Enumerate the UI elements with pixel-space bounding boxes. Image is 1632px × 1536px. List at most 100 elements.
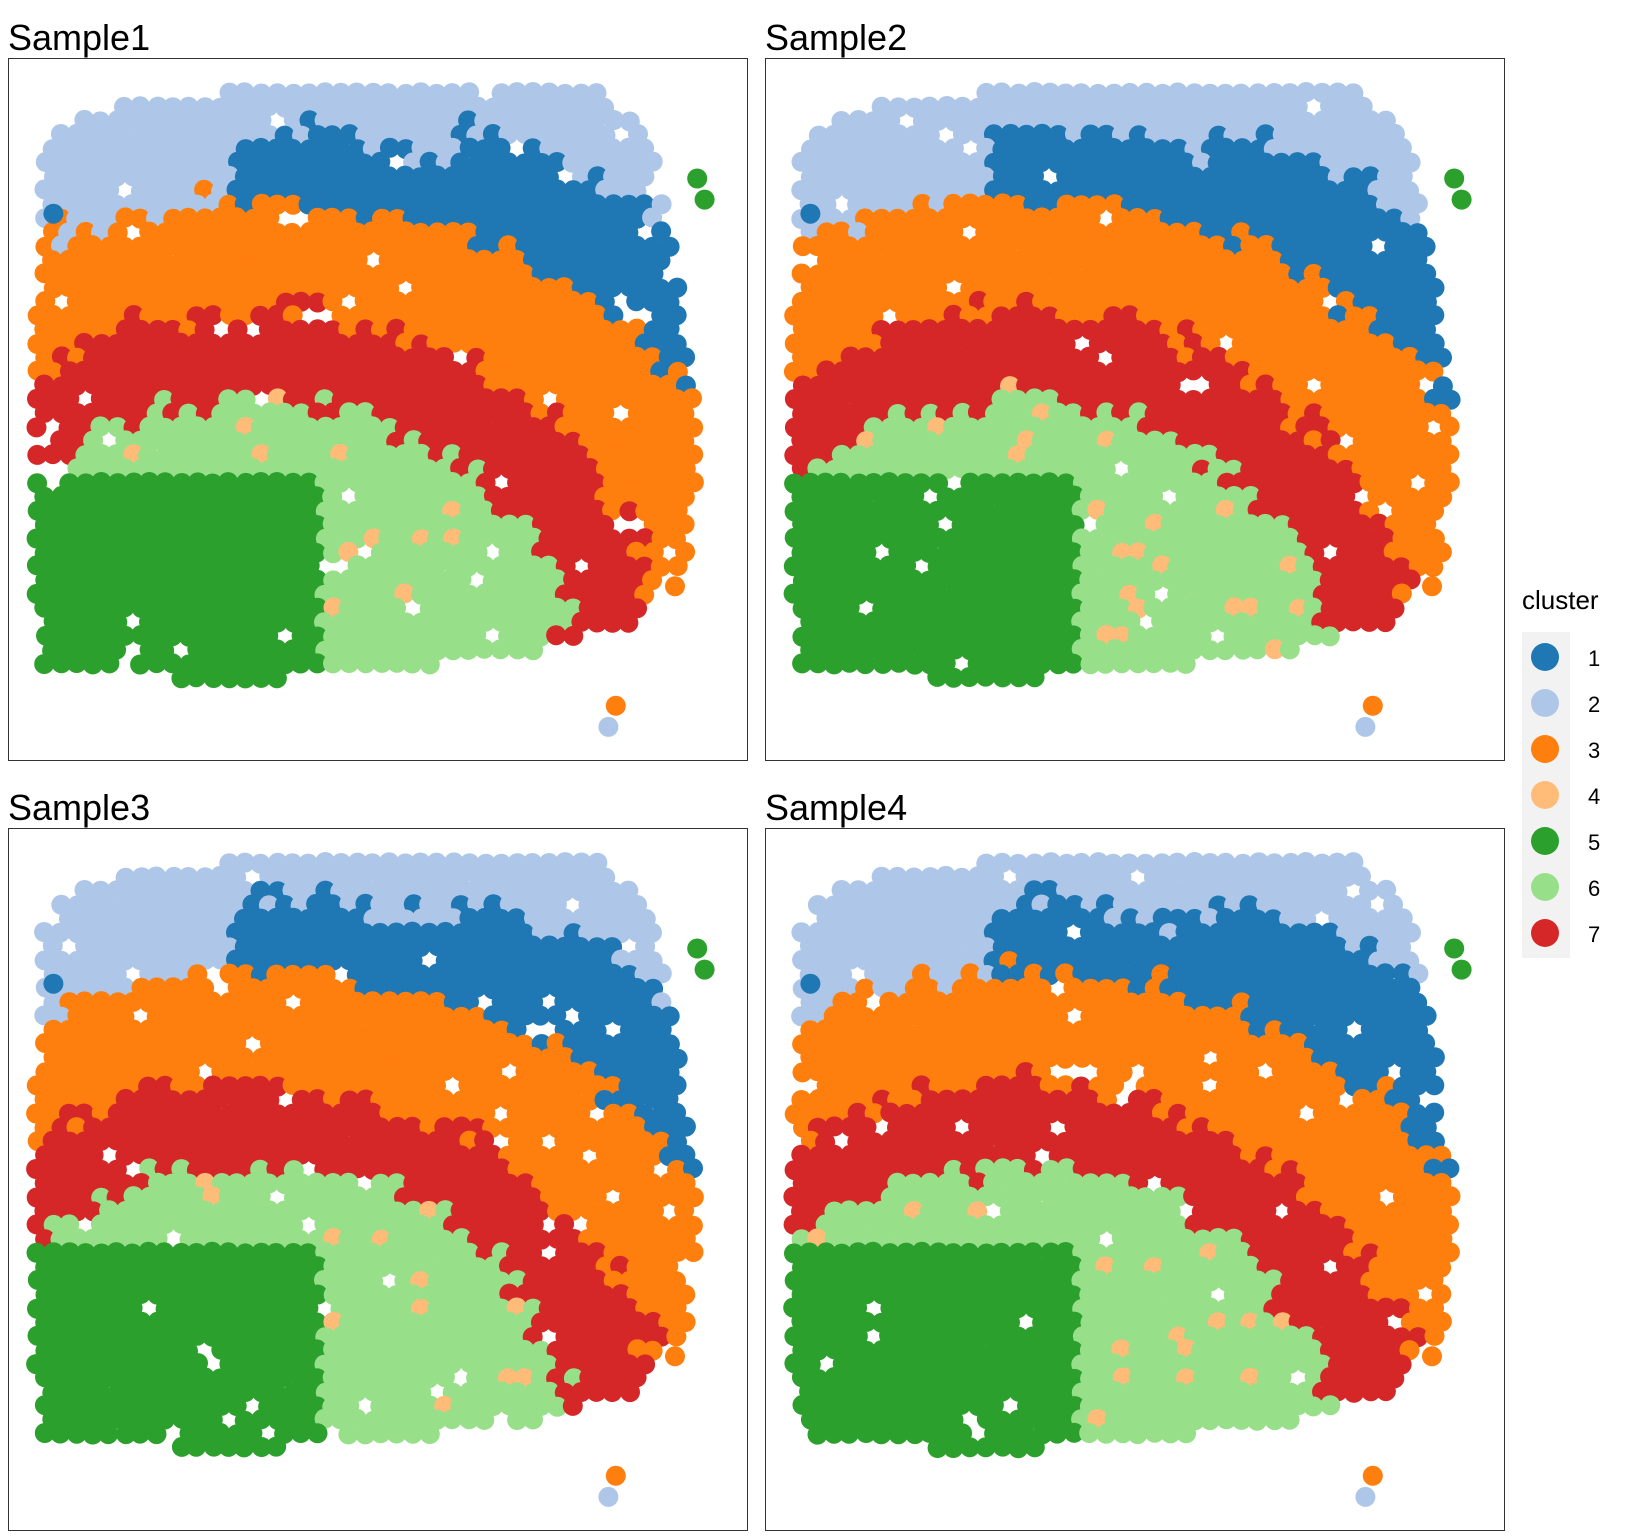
- spot-cluster-2: [935, 865, 956, 886]
- spot-cluster-3: [1384, 458, 1405, 479]
- spot-cluster-1: [491, 963, 511, 984]
- spot-cluster-3: [491, 1074, 512, 1095]
- spot-cluster-3: [138, 1047, 158, 1068]
- spot-cluster-6: [346, 1408, 367, 1429]
- spot-cluster-7: [587, 1269, 608, 1290]
- spot-cluster-1: [379, 936, 400, 956]
- spot-cluster-7: [563, 625, 584, 646]
- spot-cluster-1: [1264, 166, 1285, 186]
- spot-cluster-4: [1264, 639, 1285, 660]
- spot-cluster-2: [791, 151, 812, 172]
- spot-cluster-5: [823, 514, 844, 535]
- spot-cluster-3: [234, 1047, 255, 1068]
- spot-cluster-7: [379, 360, 400, 381]
- spot-cluster-1: [1240, 207, 1261, 228]
- spot-cluster-5: [1451, 189, 1472, 210]
- spot-cluster-3: [1280, 304, 1301, 325]
- spot-cluster-6: [386, 541, 406, 562]
- spot-cluster-6: [322, 1367, 343, 1388]
- spot-cluster-6: [1239, 569, 1260, 590]
- spot-cluster-3: [522, 333, 543, 354]
- spot-cluster-7: [26, 1214, 47, 1235]
- spot-cluster-5: [840, 486, 861, 506]
- spot-cluster-1: [983, 922, 1004, 943]
- spot-cluster-7: [586, 1242, 607, 1263]
- spot-cluster-3: [667, 556, 688, 576]
- spot-cluster-2: [211, 124, 232, 145]
- spot-cluster-1: [1271, 235, 1292, 256]
- spot-cluster-3: [1151, 276, 1172, 297]
- spot-cluster-6: [115, 1200, 136, 1221]
- spot-cluster-1: [800, 203, 821, 224]
- spot-cluster-3: [282, 1074, 303, 1095]
- spot-cluster-3: [675, 1312, 696, 1332]
- spot-cluster-1: [1375, 221, 1396, 242]
- spot-cluster-1: [379, 963, 399, 984]
- spot-cluster-3: [563, 1116, 584, 1137]
- spot-cluster-7: [586, 499, 607, 520]
- spot-cluster-5: [234, 1437, 254, 1458]
- spot-cluster-6: [1128, 653, 1149, 674]
- spot-cluster-3: [643, 541, 664, 562]
- spot-cluster-1: [250, 935, 271, 956]
- spot-cluster-3: [872, 235, 893, 256]
- spot-cluster-5: [832, 555, 853, 576]
- spot-cluster-2: [1256, 894, 1277, 915]
- spot-cluster-2: [235, 852, 255, 873]
- spot-cluster-2: [42, 935, 63, 956]
- spot-cluster-5: [155, 472, 176, 493]
- spot-cluster-5: [694, 959, 715, 980]
- spot-cluster-3: [595, 1200, 616, 1221]
- spot-cluster-3: [395, 991, 416, 1012]
- spot-cluster-6: [403, 514, 424, 535]
- spot-cluster-7: [106, 1130, 127, 1151]
- spot-cluster-7: [74, 332, 95, 353]
- spot-cluster-3: [1239, 374, 1260, 395]
- spot-cluster-3: [50, 1061, 71, 1081]
- spot-cluster-3: [579, 1117, 600, 1138]
- spot-cluster-2: [547, 866, 568, 887]
- spot-cluster-5: [51, 653, 72, 674]
- spot-cluster-3: [410, 991, 431, 1012]
- spot-cluster-2: [1351, 151, 1372, 172]
- spot-cluster-2: [259, 866, 280, 887]
- spot-cluster-5: [84, 1367, 104, 1388]
- spot-cluster-7: [354, 375, 375, 395]
- spot-cluster-3: [58, 276, 79, 297]
- spot-cluster-1: [530, 1005, 551, 1026]
- spot-cluster-2: [59, 194, 80, 214]
- spot-cluster-1: [546, 1005, 567, 1026]
- spot-cluster-5: [59, 527, 79, 548]
- spot-cluster-2: [999, 95, 1020, 116]
- spot-cluster-6: [410, 1326, 431, 1347]
- spot-cluster-1: [626, 1088, 647, 1109]
- spot-cluster-7: [507, 472, 528, 493]
- spot-cluster-5: [792, 653, 813, 674]
- spot-cluster-7: [131, 346, 151, 367]
- spot-cluster-7: [547, 541, 568, 562]
- spot-cluster-5: [162, 653, 183, 674]
- spot-cluster-2: [1231, 880, 1252, 901]
- spot-cluster-7: [355, 319, 376, 340]
- spot-cluster-3: [1223, 263, 1244, 284]
- spot-cluster-7: [530, 1312, 551, 1333]
- spot-cluster-1: [1087, 165, 1108, 186]
- spot-cluster-6: [450, 486, 471, 507]
- spot-cluster-2: [147, 922, 168, 943]
- spot-cluster-6: [419, 1424, 440, 1444]
- spot-cluster-3: [418, 235, 439, 256]
- spot-layer-4: [783, 852, 1472, 1507]
- spot-cluster-3: [123, 991, 143, 1012]
- spot-cluster-3: [347, 1074, 368, 1095]
- spot-cluster-1: [626, 291, 647, 312]
- spot-cluster-5: [26, 555, 47, 576]
- spot-cluster-1: [355, 893, 376, 914]
- spot-cluster-6: [419, 569, 440, 590]
- spot-cluster-2: [34, 179, 55, 200]
- spot-cluster-7: [475, 1186, 496, 1207]
- spot-cluster-1: [516, 1005, 536, 1026]
- spot-cluster-5: [815, 555, 836, 576]
- spot-cluster-5: [290, 1423, 311, 1443]
- spot-cluster-3: [683, 1242, 704, 1262]
- spot-cluster-7: [1112, 318, 1132, 339]
